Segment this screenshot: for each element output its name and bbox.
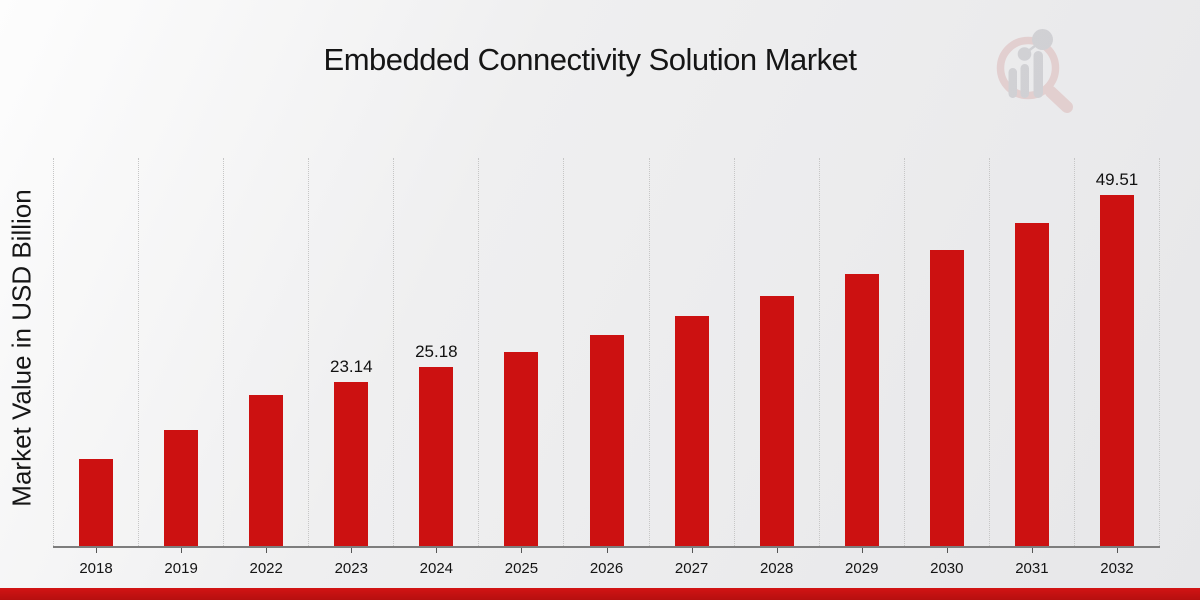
plot-slot: 2022 xyxy=(223,158,308,577)
x-axis-tick xyxy=(1031,548,1033,553)
bar xyxy=(759,296,794,546)
x-tick-label: 2024 xyxy=(419,560,454,577)
plot-slot: 2030 xyxy=(903,158,989,577)
plot-slot: 2031 xyxy=(988,158,1074,577)
x-tick-label: 2029 xyxy=(845,560,879,577)
plot-slot: 2026 xyxy=(563,158,648,577)
magnifier-bar-chart-logo-icon xyxy=(996,29,1073,113)
x-tick-label: 2032 xyxy=(1100,560,1134,577)
x-axis-tick xyxy=(861,548,863,553)
x-tick-label: 2028 xyxy=(759,560,794,577)
bar xyxy=(334,382,369,546)
bar xyxy=(844,274,879,546)
chart-title: Embedded Connectivity Solution Market xyxy=(323,42,857,77)
x-tick-label: 2026 xyxy=(589,560,624,577)
bar xyxy=(589,335,624,546)
y-axis-label: Market Value in USD Billion xyxy=(6,189,37,507)
x-tick-label: 2018 xyxy=(79,560,113,577)
bar-value-label: 25.18 xyxy=(415,342,458,361)
bar xyxy=(1014,223,1049,546)
plot-slot: 2028 xyxy=(733,158,819,577)
plot-slot: 2027 xyxy=(648,158,734,577)
x-axis-tick xyxy=(776,548,778,553)
plot-slot: 2025 xyxy=(478,158,563,577)
x-axis-tick xyxy=(1116,548,1118,553)
bar-value-label: 23.14 xyxy=(329,357,373,376)
x-tick-label: 2031 xyxy=(1015,560,1049,577)
x-tick-label: 2030 xyxy=(930,560,964,577)
plot-slot: 23.14 2023 xyxy=(308,158,393,577)
x-tick-label: 2023 xyxy=(334,560,368,577)
bar xyxy=(79,459,114,546)
bar xyxy=(929,250,964,546)
x-axis-tick xyxy=(521,548,523,553)
bar xyxy=(1099,195,1134,546)
x-axis-tick xyxy=(436,548,438,553)
x-tick-label: 2027 xyxy=(674,560,709,577)
x-axis-tick xyxy=(691,548,693,553)
x-axis-tick xyxy=(96,548,98,553)
plot-slot: 25.18 2024 xyxy=(393,158,478,577)
plot-slot: 49.51 2032 xyxy=(1073,158,1161,577)
bar xyxy=(249,395,284,546)
x-axis-tick xyxy=(266,548,268,553)
bar-value-label: 49.51 xyxy=(1095,170,1139,189)
x-tick-label: 2025 xyxy=(504,560,539,577)
x-tick-label: 2019 xyxy=(164,560,198,577)
bar xyxy=(504,352,539,546)
plot-slot: 2018 xyxy=(53,158,138,577)
bar xyxy=(674,316,709,546)
bar xyxy=(419,367,454,546)
plot-slot: 2029 xyxy=(818,158,904,577)
x-axis-tick xyxy=(946,548,948,553)
bar xyxy=(164,430,199,546)
x-axis-tick xyxy=(351,548,353,553)
footer-accent-band xyxy=(0,588,1200,600)
x-axis-tick xyxy=(181,548,183,553)
x-axis-tick xyxy=(606,548,608,553)
x-tick-label: 2022 xyxy=(249,560,283,577)
plot-area: 2018 2019 2022 23.14 2023 25.18 2024 2025 2026 20… xyxy=(53,158,1161,577)
plot-slot: 2019 xyxy=(138,158,223,577)
